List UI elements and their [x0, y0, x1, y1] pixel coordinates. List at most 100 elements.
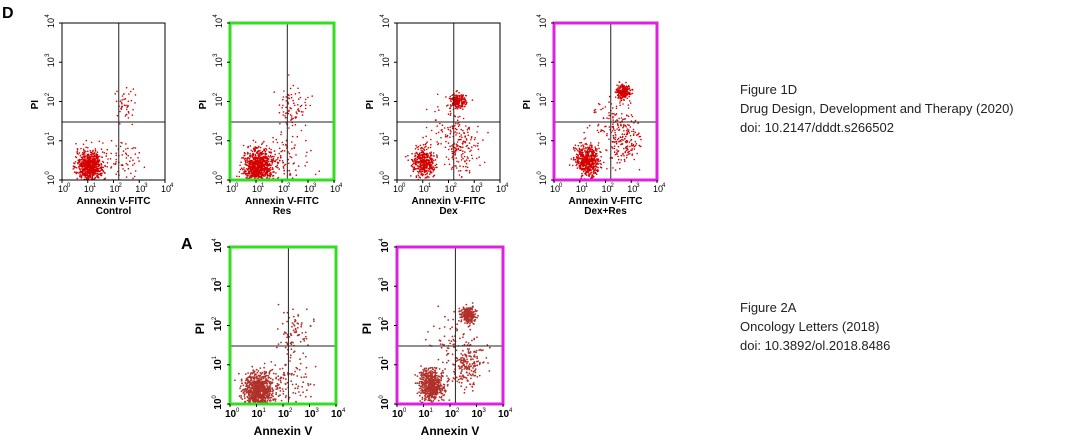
event-dot: [240, 394, 243, 397]
event-dot: [279, 159, 281, 162]
event-dot: [247, 379, 250, 382]
event-dot: [80, 168, 82, 170]
event-dot: [275, 172, 277, 174]
event-dot: [260, 171, 263, 173]
event-dot: [290, 107, 292, 110]
event-dot: [294, 123, 297, 126]
event-dot: [242, 144, 245, 147]
event-dot: [624, 90, 626, 92]
event-dot: [596, 169, 598, 172]
event-dot: [627, 130, 630, 133]
event-dot: [620, 99, 623, 102]
event-dot: [248, 158, 251, 160]
event-dot: [271, 381, 274, 384]
event-dot: [411, 152, 413, 155]
event-dot: [97, 168, 99, 170]
event-dot: [575, 156, 578, 158]
event-dot: [251, 391, 254, 394]
event-dot: [626, 147, 629, 150]
event-dot: [612, 119, 614, 121]
event-dot: [419, 164, 422, 166]
flow-plot-4: 100 101 102 103 104100101102103104PIAnnexin …: [522, 14, 666, 217]
event-dot: [417, 148, 420, 150]
event-dot: [283, 90, 285, 92]
x-tick-exponent: 3: [479, 183, 483, 189]
event-dot: [612, 123, 614, 125]
event-dot: [257, 393, 259, 395]
event-dot: [286, 311, 289, 314]
event-dot: [282, 96, 285, 98]
event-dot: [309, 325, 312, 327]
event-dot: [465, 102, 468, 105]
event-dot: [471, 157, 474, 160]
event-dot: [574, 144, 577, 146]
condition-label: Dex+Res: [584, 206, 627, 217]
event-dot: [587, 154, 590, 157]
event-dot: [288, 94, 290, 97]
event-dot: [281, 322, 284, 325]
event-dot: [454, 127, 457, 130]
event-dot: [587, 146, 590, 149]
event-dot: [80, 161, 82, 163]
event-dot: [292, 329, 295, 332]
event-dot: [415, 151, 418, 154]
event-dot: [251, 393, 254, 396]
event-dot: [284, 346, 287, 349]
event-dot: [430, 129, 433, 132]
event-dot: [290, 93, 293, 96]
event-dot: [595, 153, 598, 155]
event-dot: [255, 387, 258, 390]
event-dot: [242, 168, 244, 171]
event-dot: [251, 161, 254, 164]
event-dot: [254, 396, 256, 399]
event-dot: [254, 170, 257, 172]
event-dot: [590, 169, 592, 171]
event-dot: [428, 163, 431, 165]
event-dot: [261, 399, 264, 402]
event-dot: [592, 163, 595, 165]
event-dot: [427, 382, 429, 384]
event-dot: [450, 112, 452, 115]
event-dot: [257, 161, 260, 164]
event-dot: [244, 389, 246, 391]
event-dot: [94, 176, 97, 179]
event-dot: [249, 161, 251, 163]
event-dot: [248, 381, 251, 384]
plot-3-population-4: [422, 93, 474, 151]
event-dot: [463, 140, 465, 143]
event-dot: [294, 93, 297, 95]
event-dot: [420, 151, 423, 154]
event-dot: [121, 142, 123, 144]
event-dot: [267, 375, 270, 377]
event-dot: [632, 134, 635, 137]
event-dot: [268, 388, 270, 391]
event-dot: [457, 125, 460, 127]
event-dot: [265, 167, 267, 169]
event-dot: [271, 378, 274, 381]
event-dot: [436, 156, 438, 159]
event-dot: [89, 166, 92, 169]
event-dot: [435, 367, 438, 369]
event-dot: [240, 390, 243, 393]
event-dot: [253, 374, 256, 377]
event-dot: [102, 161, 105, 164]
event-dot: [243, 167, 245, 169]
event-dot: [266, 385, 268, 388]
event-dot: [582, 146, 585, 148]
event-dot: [262, 155, 265, 158]
event-dot: [450, 100, 452, 103]
event-dot: [618, 88, 621, 90]
y-tick-exponent: 1: [537, 131, 543, 135]
event-dot: [619, 136, 622, 138]
event-dot: [101, 184, 103, 186]
event-dot: [291, 135, 294, 138]
event-dot: [125, 148, 127, 150]
event-dot: [102, 142, 104, 144]
event-dot: [637, 133, 639, 136]
event-dot: [133, 162, 136, 165]
event-dot: [586, 164, 588, 166]
y-tick-label: 10: [46, 18, 56, 28]
event-dot: [267, 182, 269, 184]
event-dot: [90, 141, 93, 144]
y-tick-exponent: 3: [45, 53, 51, 57]
